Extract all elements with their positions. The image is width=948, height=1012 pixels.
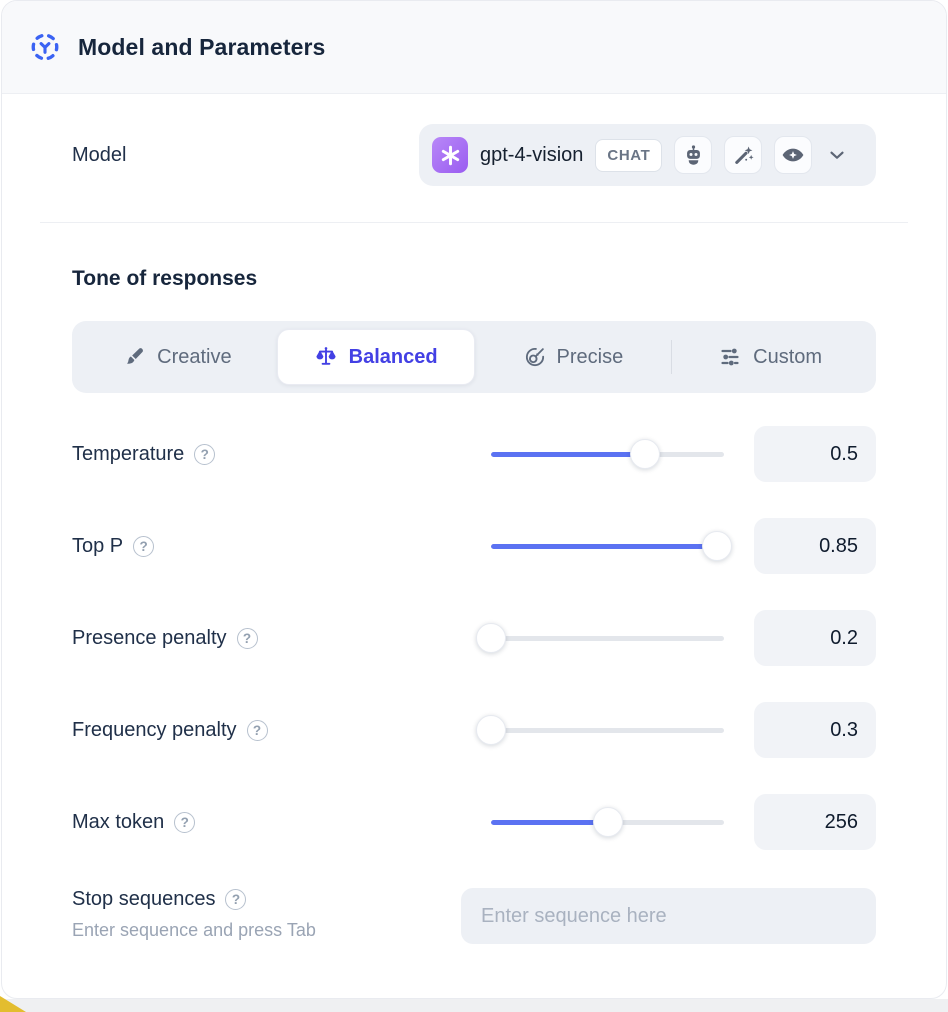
model-icon bbox=[30, 32, 60, 62]
slider-thumb[interactable] bbox=[476, 623, 506, 653]
help-icon[interactable]: ? bbox=[133, 535, 155, 557]
tab-label: Precise bbox=[556, 345, 624, 368]
parameter-value[interactable]: 0.5 bbox=[754, 426, 876, 482]
model-row: Model bbox=[72, 124, 876, 186]
parameter-label: Max token ? bbox=[72, 811, 491, 834]
help-icon[interactable]: ? bbox=[174, 811, 196, 833]
parameter-row: Presence penalty ? 0.2 bbox=[72, 607, 876, 669]
tab-divider bbox=[671, 340, 673, 374]
target-icon bbox=[524, 346, 546, 368]
parameter-value[interactable]: 256 bbox=[754, 794, 876, 850]
chevron-down-icon bbox=[826, 144, 848, 166]
slider-fill bbox=[491, 543, 717, 549]
tab-label: Balanced bbox=[348, 345, 438, 368]
model-select-dropdown[interactable]: gpt-4-vision CHAT bbox=[419, 124, 876, 186]
help-icon[interactable]: ? bbox=[236, 627, 258, 649]
robot-icon bbox=[674, 136, 713, 174]
slider-track[interactable] bbox=[491, 543, 724, 549]
parameter-value[interactable]: 0.3 bbox=[754, 702, 876, 758]
tab-precise[interactable]: Precise bbox=[476, 329, 672, 385]
magic-wand-icon bbox=[724, 136, 763, 174]
parameter-label: Top P ? bbox=[72, 535, 491, 558]
model-name: gpt-4-vision bbox=[480, 143, 584, 166]
tone-tabs: Creative Balanced Precise Custom bbox=[72, 321, 876, 393]
vision-icon bbox=[774, 136, 813, 174]
help-icon[interactable]: ? bbox=[194, 443, 216, 465]
tab-label: Custom bbox=[753, 345, 823, 368]
brush-icon bbox=[124, 346, 146, 368]
slider-fill bbox=[491, 451, 645, 457]
slider-track[interactable] bbox=[491, 635, 724, 641]
model-label: Model bbox=[72, 143, 127, 166]
parameters-list: Temperature ? 0.5 Top P ? 0.85 Presence … bbox=[72, 423, 876, 853]
stop-sequences-label-text: Stop sequences bbox=[72, 888, 216, 910]
parameter-slider[interactable] bbox=[491, 530, 732, 562]
parameter-label-text: Top P bbox=[72, 534, 124, 557]
slider-track[interactable] bbox=[491, 727, 724, 733]
parameter-slider[interactable] bbox=[476, 622, 724, 654]
parameter-slider[interactable] bbox=[491, 438, 724, 470]
chat-type-badge: CHAT bbox=[595, 138, 663, 172]
parameter-slider[interactable] bbox=[491, 806, 724, 838]
help-icon[interactable]: ? bbox=[225, 889, 247, 910]
parameter-label: Temperature ? bbox=[72, 443, 491, 466]
parameter-row: Temperature ? 0.5 bbox=[72, 423, 876, 485]
slider-track[interactable] bbox=[491, 451, 724, 457]
parameter-label: Presence penalty ? bbox=[72, 627, 491, 650]
page-background-strip bbox=[0, 999, 948, 1012]
parameter-value[interactable]: 0.85 bbox=[754, 518, 876, 574]
parameter-label-text: Presence penalty bbox=[72, 626, 227, 649]
openai-logo-icon bbox=[432, 137, 468, 173]
parameter-label-text: Temperature bbox=[72, 442, 185, 465]
tab-creative[interactable]: Creative bbox=[80, 329, 276, 385]
parameter-label-text: Frequency penalty bbox=[72, 718, 237, 741]
slider-thumb[interactable] bbox=[702, 531, 732, 561]
scale-icon bbox=[314, 345, 338, 369]
parameter-row: Top P ? 0.85 bbox=[72, 515, 876, 577]
sliders-icon bbox=[718, 345, 742, 369]
stop-sequences-row: Stop sequences ? Enter sequence and pres… bbox=[72, 888, 876, 944]
stop-sequences-label-block: Stop sequences ? Enter sequence and pres… bbox=[72, 888, 316, 941]
stop-sequence-input[interactable] bbox=[461, 888, 876, 944]
slider-thumb[interactable] bbox=[476, 715, 506, 745]
stop-sequences-hint: Enter sequence and press Tab bbox=[72, 920, 316, 940]
slider-fill bbox=[491, 819, 608, 825]
tone-heading: Tone of responses bbox=[72, 267, 258, 290]
tab-balanced[interactable]: Balanced bbox=[276, 329, 475, 385]
parameter-value[interactable]: 0.2 bbox=[754, 610, 876, 666]
panel-body: Model bbox=[2, 124, 946, 944]
stop-sequences-label: Stop sequences ? bbox=[72, 888, 316, 911]
panel-title: Model and Parameters bbox=[78, 33, 326, 60]
parameter-row: Max token ? 256 bbox=[72, 791, 876, 853]
tab-label: Creative bbox=[157, 345, 232, 368]
parameter-label-text: Max token bbox=[72, 810, 165, 833]
section-divider bbox=[40, 222, 908, 223]
slider-thumb[interactable] bbox=[629, 439, 660, 469]
parameter-slider[interactable] bbox=[476, 714, 724, 746]
parameter-label: Frequency penalty ? bbox=[72, 719, 491, 742]
parameter-row: Frequency penalty ? 0.3 bbox=[72, 699, 876, 761]
tab-custom[interactable]: Custom bbox=[672, 329, 868, 385]
panel-header: Model and Parameters bbox=[2, 1, 946, 94]
help-icon[interactable]: ? bbox=[246, 719, 268, 741]
slider-thumb[interactable] bbox=[592, 807, 623, 837]
